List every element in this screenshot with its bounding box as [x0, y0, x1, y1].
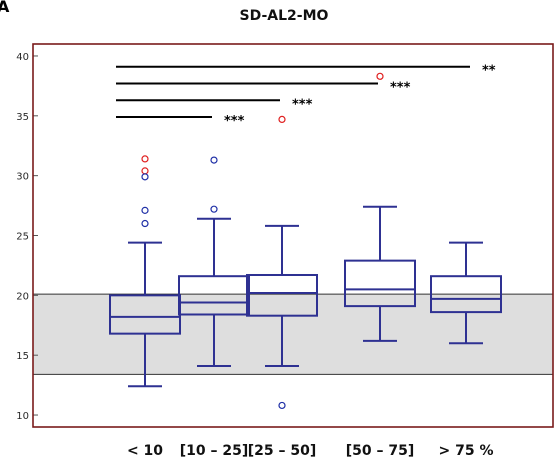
box-4	[344, 205, 416, 342]
box-3	[246, 224, 318, 367]
x-category-label: [25 – 50]	[248, 443, 317, 459]
box-body	[430, 275, 502, 314]
x-axis-labels: < 10 [10 – 25] [25 – 50] [50 – 75] > 75 %	[127, 443, 494, 459]
y-tick-label: 10	[16, 411, 29, 422]
box-body	[344, 259, 416, 308]
y-tick-label: 40	[16, 52, 29, 63]
x-category-label: [50 – 75]	[346, 443, 415, 459]
significance-label: ***	[224, 114, 245, 129]
plot-frame	[32, 43, 554, 428]
outlier-point	[278, 115, 286, 124]
outlier-point	[210, 205, 218, 213]
outlier-point	[210, 156, 218, 164]
outlier-point	[376, 72, 384, 80]
box-body	[178, 275, 250, 316]
outlier-point	[141, 167, 149, 175]
x-category-label: < 10	[127, 443, 163, 459]
boxes	[109, 205, 502, 388]
outlier-point	[141, 219, 149, 228]
y-tick-label: 25	[16, 232, 29, 243]
x-category-label: > 75 %	[439, 443, 494, 459]
box-5	[430, 241, 502, 345]
outliers	[141, 72, 384, 410]
outlier-point	[141, 206, 149, 214]
x-category-label: [10 – 25]	[180, 443, 249, 459]
y-tick-label: 30	[16, 172, 29, 183]
y-tick-label: 35	[16, 112, 29, 123]
outlier-point	[141, 173, 149, 181]
y-axis: 10 15 20 25 30 35 40	[16, 52, 38, 422]
y-tick-label: 20	[16, 291, 29, 302]
significance-brackets: ***********	[116, 64, 496, 129]
panel-letter: A	[0, 0, 10, 16]
box-body	[246, 273, 318, 317]
significance-label: ***	[390, 80, 411, 95]
significance-label: **	[482, 64, 496, 79]
box-2	[178, 217, 250, 367]
outlier-point	[278, 401, 286, 410]
outlier-point	[141, 155, 149, 163]
significance-label: ***	[292, 97, 313, 112]
chart-title: SD-AL2-MO	[240, 8, 329, 24]
y-tick-label: 15	[16, 351, 29, 362]
